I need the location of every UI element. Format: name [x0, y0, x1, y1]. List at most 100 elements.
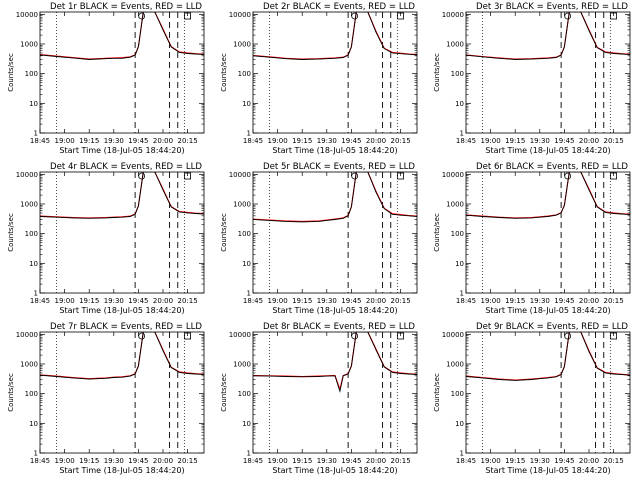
panel-title: Det 2r BLACK = Events, RED = LLD	[263, 2, 415, 12]
x-tick-label: 19:45	[554, 297, 574, 305]
marker-square	[397, 12, 405, 20]
plot-frame	[465, 11, 631, 134]
y-tick-label: 1000	[20, 361, 38, 369]
y-tick-label: 1000	[20, 41, 38, 49]
y-axis-label: Counts/sec	[433, 373, 441, 412]
y-tick-label: 10000	[442, 331, 464, 339]
series-line-events	[466, 12, 630, 60]
x-tick-label: 20:00	[366, 137, 386, 145]
y-axis-label: Counts/sec	[433, 53, 441, 92]
y-tick-label: 100	[238, 390, 251, 398]
plot-frame	[39, 11, 205, 134]
x-tick-label: 19:45	[128, 137, 148, 145]
panel-title: Det 4r BLACK = Events, RED = LLD	[50, 162, 202, 172]
x-tick-label: 19:15	[292, 457, 312, 465]
x-tick-label: 18:45	[243, 457, 263, 465]
series-line-events	[40, 172, 204, 219]
y-tick-label: 1	[460, 130, 464, 138]
x-tick-label: 19:15	[79, 457, 99, 465]
y-tick-label: 100	[238, 70, 251, 78]
x-tick-label: 19:00	[268, 297, 288, 305]
y-tick-label: 10000	[229, 331, 251, 339]
x-tick-label: 20:15	[604, 137, 624, 145]
marker-circle	[564, 332, 572, 340]
series-line-events	[253, 12, 417, 60]
panel-det-5: Det 5r BLACK = Events, RED = LLD Counts/s…	[220, 162, 418, 315]
series-line-lld	[40, 172, 204, 219]
y-tick-label: 100	[238, 230, 251, 238]
y-tick-label: 10	[242, 420, 251, 428]
y-tick-label: 10	[29, 260, 38, 268]
x-tick-label: 18:45	[30, 137, 50, 145]
panel-det-2: Det 2r BLACK = Events, RED = LLD Counts/s…	[220, 2, 418, 155]
x-axis-label: Start Time (18-Jul-05 18:44:20)	[59, 146, 184, 155]
y-axis-label: Counts/sec	[220, 213, 228, 252]
x-tick-label: 19:00	[268, 137, 288, 145]
x-tick-label: 18:45	[30, 297, 50, 305]
y-tick-label: 10	[455, 100, 464, 108]
y-tick-label: 10000	[16, 171, 38, 179]
x-tick-label: 19:15	[505, 457, 525, 465]
y-tick-label: 10000	[442, 11, 464, 19]
x-tick-label: 20:15	[178, 297, 198, 305]
x-axis-label: Start Time (18-Jul-05 18:44:20)	[485, 466, 610, 475]
x-tick-label: 20:00	[366, 457, 386, 465]
y-axis-label: Counts/sec	[7, 213, 15, 252]
marker-circle	[351, 172, 359, 180]
y-tick-label: 10	[29, 420, 38, 428]
y-tick-label: 1000	[233, 361, 251, 369]
y-tick-label: 1	[34, 450, 38, 458]
panel-det-9: Det 9r BLACK = Events, RED = LLD Counts/s…	[433, 322, 631, 475]
y-tick-label: 1	[460, 450, 464, 458]
series-line-events	[466, 172, 630, 219]
y-axis-label: Counts/sec	[220, 373, 228, 412]
panel-det-8: Det 8r BLACK = Events, RED = LLD Counts/s…	[220, 322, 418, 475]
x-tick-label: 20:00	[366, 297, 386, 305]
y-tick-label: 100	[25, 390, 38, 398]
x-axis-label: Start Time (18-Jul-05 18:44:20)	[272, 466, 397, 475]
x-tick-label: 20:15	[178, 457, 198, 465]
marker-circle	[138, 12, 146, 20]
x-axis-label: Start Time (18-Jul-05 18:44:20)	[272, 146, 397, 155]
y-tick-label: 10	[242, 100, 251, 108]
x-tick-label: 19:45	[341, 457, 361, 465]
panel-det-4: Det 4r BLACK = Events, RED = LLD Counts/s…	[7, 162, 205, 315]
y-tick-label: 100	[451, 70, 464, 78]
marker-circle	[564, 12, 572, 20]
x-tick-label: 19:15	[505, 137, 525, 145]
y-tick-label: 1	[460, 290, 464, 298]
x-tick-label: 19:00	[55, 137, 75, 145]
y-tick-label: 100	[25, 70, 38, 78]
x-tick-label: 18:45	[456, 297, 476, 305]
x-tick-label: 19:45	[554, 457, 574, 465]
panel-title: Det 9r BLACK = Events, RED = LLD	[476, 322, 628, 332]
x-tick-label: 19:45	[128, 457, 148, 465]
series-line-events	[253, 172, 417, 223]
panel-title: Det 1r BLACK = Events, RED = LLD	[50, 2, 202, 12]
marker-square	[184, 332, 192, 340]
y-tick-label: 10	[242, 260, 251, 268]
marker-square	[397, 172, 405, 180]
x-tick-label: 20:00	[579, 137, 599, 145]
panel-title: Det 3r BLACK = Events, RED = LLD	[476, 2, 628, 12]
y-axis-label: Counts/sec	[433, 213, 441, 252]
y-tick-label: 10000	[16, 11, 38, 19]
y-tick-label: 10000	[229, 11, 251, 19]
marker-square	[184, 172, 192, 180]
y-tick-label: 1	[247, 130, 251, 138]
x-tick-label: 20:15	[391, 457, 411, 465]
x-tick-label: 20:15	[604, 297, 624, 305]
x-axis-label: Start Time (18-Jul-05 18:44:20)	[272, 306, 397, 315]
y-axis-label: Counts/sec	[7, 373, 15, 412]
y-tick-label: 10000	[16, 331, 38, 339]
series-line-events	[40, 12, 204, 60]
y-tick-label: 10	[455, 260, 464, 268]
x-tick-label: 20:00	[579, 297, 599, 305]
panel-title: Det 6r BLACK = Events, RED = LLD	[476, 162, 628, 172]
marker-square	[610, 332, 618, 340]
marker-square	[184, 12, 192, 20]
x-axis-label: Start Time (18-Jul-05 18:44:20)	[59, 466, 184, 475]
x-tick-label: 18:45	[30, 457, 50, 465]
x-tick-label: 19:30	[104, 457, 124, 465]
